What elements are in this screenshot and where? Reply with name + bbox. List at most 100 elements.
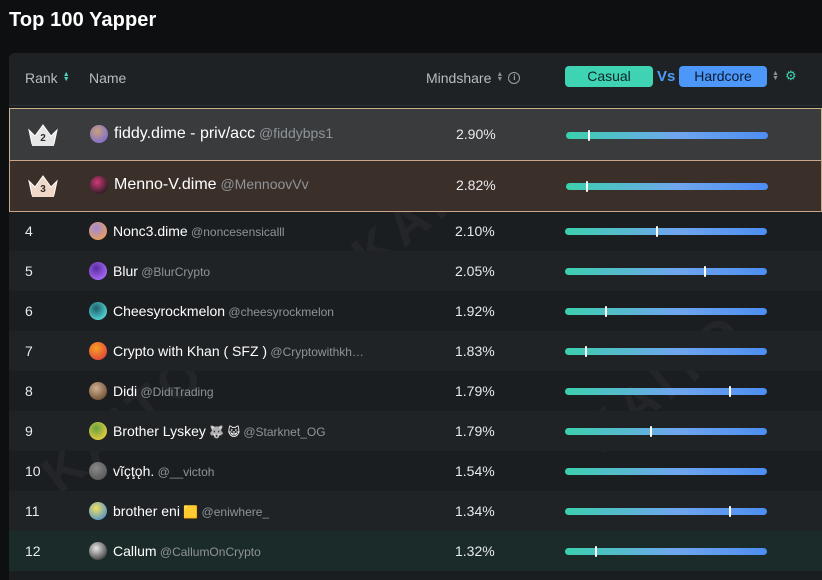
avatar[interactable] <box>89 502 107 520</box>
display-name[interactable]: Menno-V.dime <box>114 176 217 193</box>
casual-hardcore-bar <box>565 506 767 517</box>
crown-icon: 2 <box>26 122 60 146</box>
user-name[interactable]: Nonc3.dime @noncesensicalll <box>113 223 285 239</box>
user-handle[interactable]: @fiddybps1 <box>255 125 334 141</box>
avatar[interactable] <box>89 302 107 320</box>
user-handle[interactable]: @cheesyrockmelon <box>225 305 334 319</box>
table-row[interactable]: 3 Menno-V.dime @MennoovVv 2.82% <box>9 160 822 212</box>
display-name[interactable]: Blur <box>113 263 138 279</box>
bar-marker <box>585 346 587 357</box>
rank-header-label: Rank <box>25 70 58 86</box>
name-header-label: Name <box>89 70 127 86</box>
rank-number: 2 <box>40 133 46 144</box>
crown-icon: 3 <box>26 173 60 197</box>
gear-icon[interactable]: ⚙ <box>785 68 797 83</box>
mindshare-value: 1.79% <box>455 383 495 399</box>
user-handle[interactable]: @Cryptowithkh… <box>267 345 364 359</box>
mindshare-value: 2.90% <box>456 126 496 142</box>
display-name[interactable]: Cheesyrockmelon <box>113 303 226 319</box>
mindshare-value: 2.05% <box>455 263 495 279</box>
mindshare-value: 1.79% <box>455 423 495 439</box>
user-handle[interactable]: @DidiTrading <box>137 385 214 399</box>
avatar[interactable] <box>90 125 108 143</box>
casual-hardcore-bar <box>565 546 767 557</box>
avatar[interactable] <box>89 542 107 560</box>
table-row[interactable]: 4 Nonc3.dime @noncesensicalll 2.10% <box>9 211 822 251</box>
casual-hardcore-bar <box>565 266 767 277</box>
bar-marker <box>729 386 731 397</box>
user-name[interactable]: Brother Lyskey 🐺 😺 @Starknet_OG <box>113 423 326 439</box>
hardcore-toggle[interactable]: Hardcore <box>679 66 767 87</box>
display-name[interactable]: Brother Lyskey <box>113 423 206 439</box>
avatar[interactable] <box>89 462 107 480</box>
mindshare-value: 1.32% <box>455 543 495 559</box>
user-name[interactable]: brother eni 🟨 @eniwhere_ <box>113 503 269 519</box>
table-row[interactable]: 12 Callum @CallumOnCrypto 1.32% <box>9 531 822 571</box>
user-handle[interactable]: @CallumOnCrypto <box>156 545 261 559</box>
rank-number: 5 <box>25 263 33 279</box>
info-icon[interactable]: i <box>508 72 521 84</box>
avatar[interactable] <box>89 342 107 360</box>
table-row[interactable]: 2 fiddy.dime - priv/acc @fiddybps1 2.90% <box>9 108 822 161</box>
table-row[interactable]: 6 Cheesyrockmelon @cheesyrockmelon 1.92% <box>9 291 822 331</box>
bar-marker <box>650 426 652 437</box>
display-name[interactable]: fiddy.dime - priv/acc <box>114 125 256 142</box>
user-handle[interactable]: @MennoovVv <box>216 176 309 192</box>
bar-marker <box>704 266 706 277</box>
user-name[interactable]: Menno-V.dime @MennoovVv <box>114 176 309 194</box>
table-header: Rank ▲ ▼ Name Mindshare ▲ ▼ i Casual Vs Ha… <box>9 53 822 106</box>
leaderboard-panel: KAITO KAITO KAITO Rank ▲▼ Name Mindshare… <box>9 53 822 580</box>
user-name[interactable]: Blur @BlurCrypto <box>113 263 210 279</box>
table-row[interactable]: 8 Didi @DidiTrading 1.79% <box>9 371 822 411</box>
user-handle[interactable]: @__victoh <box>154 465 215 479</box>
display-name[interactable]: Callum <box>113 543 157 559</box>
sort-icon[interactable]: ▲ ▼ <box>772 70 779 82</box>
table-row[interactable]: 9 Brother Lyskey 🐺 😺 @Starknet_OG 1.79% <box>9 411 822 451</box>
display-name[interactable]: Crypto with Khan ( SFZ ) <box>113 343 268 359</box>
user-name[interactable]: Crypto with Khan ( SFZ ) @Cryptowithkh… <box>113 343 364 359</box>
rank-number: 3 <box>40 184 46 195</box>
user-handle[interactable]: @Starknet_OG <box>239 425 326 439</box>
display-name[interactable]: brother eni <box>113 503 180 519</box>
user-name[interactable]: fiddy.dime - priv/acc @fiddybps1 <box>114 125 333 143</box>
casual-hardcore-bar <box>565 306 767 317</box>
display-name[interactable]: Nonc3.dime <box>113 223 188 239</box>
table-row[interactable]: 5 Blur @BlurCrypto 2.05% <box>9 251 822 291</box>
avatar[interactable] <box>89 222 107 240</box>
mindshare-column-header[interactable]: Mindshare ▲ ▼ i <box>426 70 521 86</box>
user-handle[interactable]: @eniwhere_ <box>198 505 270 519</box>
name-column-header: Name <box>89 70 126 86</box>
casual-hardcore-bar <box>565 468 767 475</box>
user-name[interactable]: Callum @CallumOnCrypto <box>113 543 261 559</box>
rank-number: 9 <box>25 423 33 439</box>
user-name[interactable]: Cheesyrockmelon @cheesyrockmelon <box>113 303 334 319</box>
table-row[interactable]: 11 brother eni 🟨 @eniwhere_ 1.34% <box>9 491 822 531</box>
table-row[interactable]: 7 Crypto with Khan ( SFZ ) @Cryptowithkh…… <box>9 331 822 371</box>
display-name[interactable]: vĩçţǫh. <box>113 463 155 479</box>
rank-number: 8 <box>25 383 33 399</box>
table-row[interactable]: 10 vĩçţǫh. @__victoh 1.54% <box>9 451 822 491</box>
rank-number: 4 <box>25 223 33 239</box>
bar-marker <box>586 181 588 192</box>
rank-number: 6 <box>25 303 33 319</box>
casual-hardcore-bar <box>566 130 768 141</box>
display-name[interactable]: Didi <box>113 383 138 399</box>
rank-column-header[interactable]: Rank ▲ ▼ <box>25 70 70 86</box>
casual-hardcore-bar <box>566 181 768 192</box>
avatar[interactable] <box>89 422 107 440</box>
mindshare-value: 1.54% <box>455 463 495 479</box>
sort-icon[interactable]: ▲ ▼ <box>496 71 504 83</box>
avatar[interactable] <box>89 382 107 400</box>
user-name[interactable]: Didi @DidiTrading <box>113 383 214 399</box>
user-name[interactable]: vĩçţǫh. @__victoh <box>113 463 214 479</box>
casual-toggle[interactable]: Casual <box>565 66 653 87</box>
avatar[interactable] <box>90 176 108 194</box>
user-handle[interactable]: @noncesensicalll <box>187 225 285 239</box>
avatar[interactable] <box>89 262 107 280</box>
bar-marker <box>588 130 590 141</box>
bar-marker <box>656 226 658 237</box>
sort-icon[interactable]: ▲ ▼ <box>62 71 70 83</box>
rank-number: 11 <box>25 503 40 519</box>
name-emoji: 🐺 😺 <box>205 425 240 439</box>
user-handle[interactable]: @BlurCrypto <box>137 265 211 279</box>
